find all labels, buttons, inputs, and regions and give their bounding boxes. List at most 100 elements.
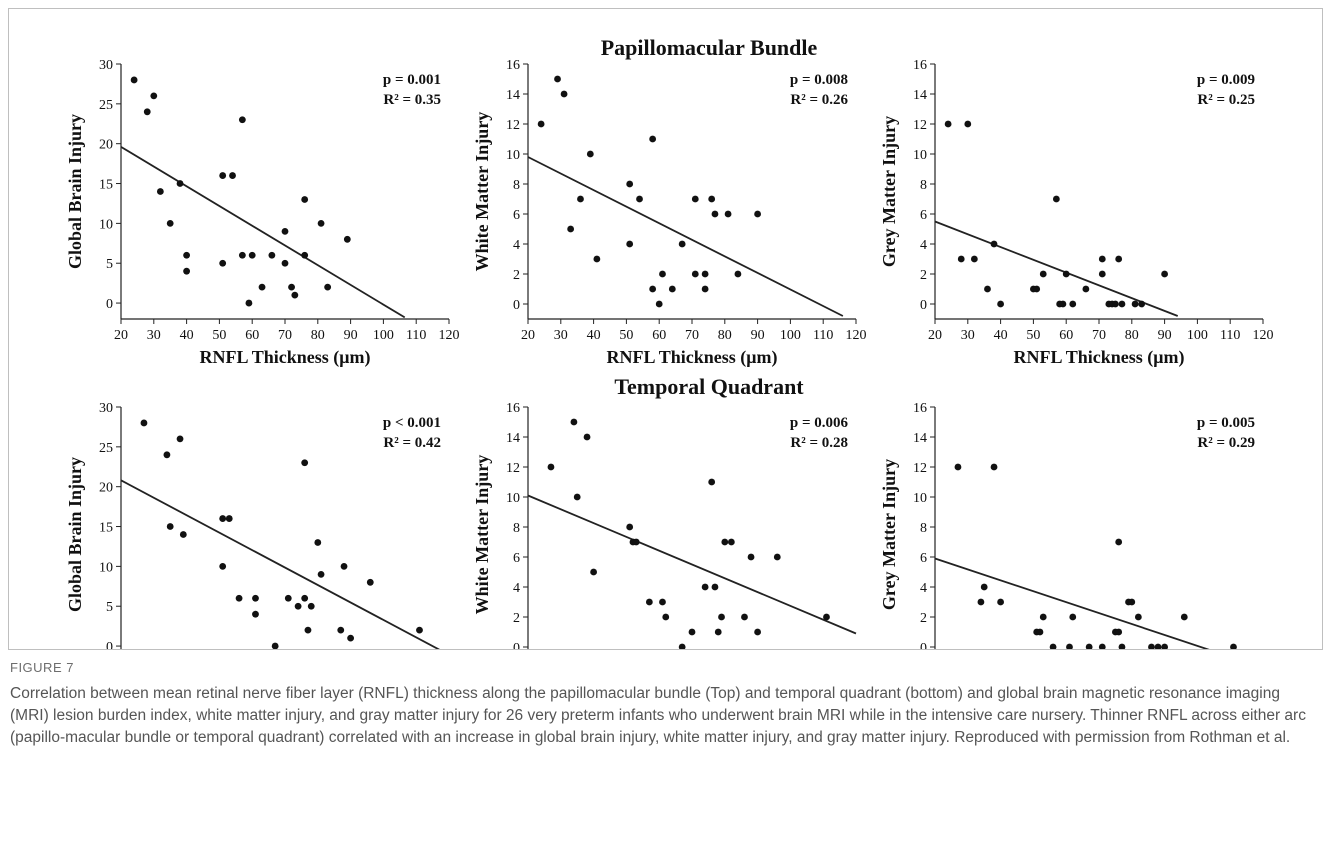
scatter-panel-4: 2030405060708090100110120051015202530RNF…: [65, 401, 441, 649]
r-squared-annotation: R² = 0.42: [383, 435, 441, 451]
x-tick-label: 110: [813, 328, 833, 343]
y-tick-label: 8: [513, 178, 520, 193]
data-point: [773, 553, 781, 561]
data-point: [340, 562, 348, 570]
data-point: [583, 433, 591, 441]
data-point: [281, 259, 289, 267]
y-tick-label: 15: [99, 521, 113, 536]
data-point: [258, 283, 266, 291]
data-point: [252, 610, 259, 618]
data-point: [307, 602, 315, 610]
data-point: [1069, 300, 1077, 308]
y-tick-label: 8: [513, 521, 520, 536]
data-point: [1118, 643, 1126, 649]
data-point: [1039, 613, 1047, 621]
figure-label: FIGURE 7: [10, 660, 74, 675]
data-point: [176, 180, 184, 187]
data-point: [1115, 538, 1123, 546]
data-point: [626, 240, 634, 248]
y-tick-label: 10: [506, 491, 520, 506]
data-point: [301, 251, 309, 259]
data-point: [166, 523, 174, 530]
data-point: [708, 478, 716, 486]
data-point: [655, 300, 663, 308]
y-tick-label: 6: [513, 551, 520, 566]
data-point: [281, 227, 289, 235]
data-point: [1161, 270, 1168, 278]
data-point: [294, 602, 302, 610]
data-point: [721, 538, 729, 546]
data-point: [701, 583, 709, 591]
data-point: [252, 594, 259, 602]
r-squared-annotation: R² = 0.28: [790, 435, 848, 451]
data-point: [701, 285, 709, 293]
x-tick-label: 50: [212, 328, 226, 343]
data-point: [1138, 300, 1146, 308]
x-tick-label: 80: [1125, 328, 1139, 343]
y-tick-label: 10: [99, 560, 113, 575]
y-tick-label: 4: [920, 238, 927, 253]
r-squared-annotation: R² = 0.29: [1197, 435, 1255, 451]
figure-caption-text: Correlation between mean retinal nerve f…: [10, 685, 1306, 746]
x-tick-label: 100: [373, 328, 394, 343]
data-point: [714, 628, 722, 636]
x-tick-label: 20: [928, 328, 942, 343]
y-tick-label: 14: [913, 88, 927, 103]
data-point: [554, 75, 561, 83]
y-tick-label: 12: [506, 118, 520, 133]
x-tick-label: 40: [994, 328, 1008, 343]
regression-line: [934, 557, 1210, 649]
x-tick-label: 110: [406, 328, 426, 343]
data-point: [573, 493, 581, 501]
data-point: [645, 598, 653, 606]
data-point: [1118, 300, 1126, 308]
x-tick-label: 40: [587, 328, 601, 343]
data-point: [691, 195, 699, 203]
y-tick-label: 10: [913, 148, 927, 163]
x-tick-label: 60: [652, 328, 666, 343]
x-tick-label: 60: [245, 328, 259, 343]
y-tick-label: 5: [106, 257, 113, 272]
data-point: [140, 419, 148, 427]
data-point: [268, 251, 276, 259]
data-point: [143, 108, 151, 116]
data-point: [537, 120, 545, 128]
data-point: [163, 451, 171, 459]
y-tick-label: 4: [513, 238, 520, 253]
x-tick-label: 110: [1220, 328, 1240, 343]
y-tick-label: 5: [106, 600, 113, 615]
x-tick-label: 100: [780, 328, 801, 343]
data-point: [997, 300, 1004, 308]
data-point: [990, 240, 998, 248]
data-point: [741, 613, 748, 621]
y-tick-label: 30: [99, 401, 113, 416]
data-point: [586, 150, 594, 158]
y-tick-label: 2: [513, 611, 520, 626]
data-point: [727, 538, 735, 546]
data-point: [688, 628, 696, 636]
y-tick-label: 12: [913, 461, 927, 476]
p-value-annotation: p = 0.005: [1197, 415, 1255, 431]
x-tick-label: 50: [619, 328, 633, 343]
x-tick-label: 90: [344, 328, 358, 343]
data-point: [659, 270, 666, 278]
p-value-annotation: p < 0.001: [383, 415, 441, 431]
data-point: [701, 270, 709, 278]
data-point: [990, 463, 998, 471]
data-point: [632, 538, 640, 546]
regression-line: [934, 220, 1179, 317]
row-title: Temporal Quadrant: [614, 374, 804, 399]
data-point: [176, 435, 184, 443]
data-point: [659, 598, 666, 606]
x-tick-label: 90: [1158, 328, 1172, 343]
regression-line: [120, 479, 440, 649]
scatter-panel-6: 20304050607080901001101200246810121416RN…: [879, 401, 1255, 649]
data-point: [649, 135, 657, 143]
scatter-panel-1: 20 30 40 50 60 70 80 90 100 110 120 0 5 10 15 20 25 30 RNF…: [65, 58, 460, 368]
data-point: [708, 195, 716, 203]
y-tick-label: 4: [920, 581, 927, 596]
x-tick-label: 70: [1092, 328, 1106, 343]
data-point: [150, 92, 158, 100]
data-point: [626, 180, 634, 188]
data-point: [754, 628, 761, 636]
